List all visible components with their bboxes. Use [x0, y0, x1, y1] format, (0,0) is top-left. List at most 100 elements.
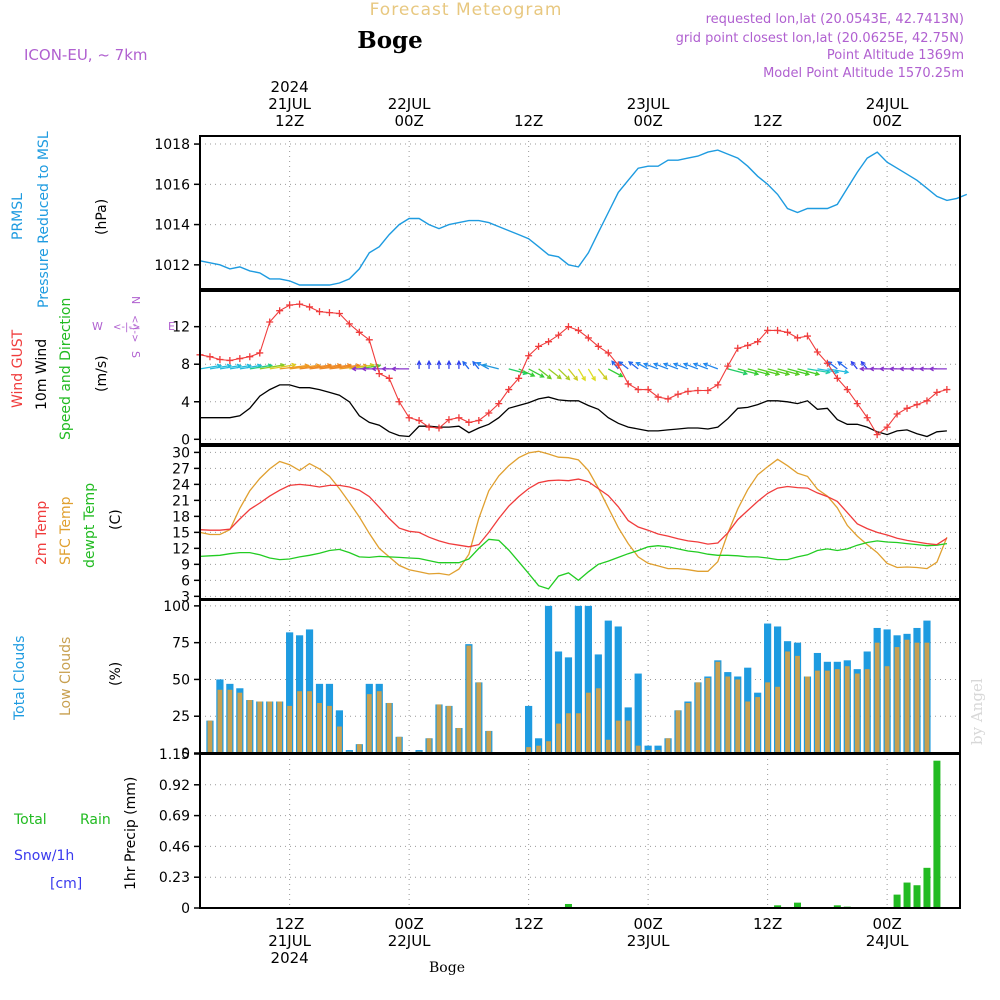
- wind-arrow: [229, 364, 251, 370]
- gust-marker: [405, 414, 413, 422]
- low-cloud-bar: [297, 691, 302, 753]
- pressure-panel: 1012 1014 1016 1018 PRMSL Pressure Reduced …: [10, 131, 968, 308]
- gust-marker: [574, 326, 582, 334]
- rain-bar: [794, 902, 801, 908]
- wind-arrow: [636, 362, 649, 370]
- wind-arrow: [199, 364, 221, 370]
- gust-marker: [335, 310, 343, 318]
- gust-marker: [505, 386, 513, 394]
- compass-s: S: [129, 351, 142, 358]
- wind-arrow: [787, 368, 810, 376]
- low-cloud-bar: [456, 727, 462, 753]
- wind-arrow: [279, 364, 309, 370]
- total-cloud-bar: [415, 750, 423, 753]
- low-cloud-bar: [864, 669, 870, 753]
- wind-arrow-head: [581, 376, 586, 382]
- low-clouds-label: Low Clouds: [58, 637, 74, 716]
- gust-marker: [296, 300, 304, 308]
- y-tick-label: 100: [163, 599, 190, 615]
- gust-marker: [903, 404, 911, 412]
- top-tick-label: 22JUL: [388, 95, 431, 113]
- low-cloud-bar: [566, 713, 571, 753]
- wind-arrow-head: [682, 362, 689, 368]
- low-cloud-bar: [436, 704, 442, 753]
- total-cloud-bar: [554, 651, 563, 753]
- wind-arrow: [548, 368, 562, 380]
- wind-arrow-head: [774, 371, 781, 377]
- y-tick-label: 12: [172, 320, 190, 336]
- gust-marker: [365, 336, 373, 344]
- bottom-tick-label: 12Z: [753, 915, 782, 933]
- gust-marker: [724, 362, 732, 370]
- wind-arrow-head: [662, 362, 669, 368]
- low-cloud-bar: [815, 670, 820, 753]
- gust-marker: [714, 381, 722, 389]
- low-cloud-bar: [585, 692, 591, 753]
- gust-marker: [634, 386, 642, 394]
- grid-point-coords: grid point closest lon,lat (20.0625E, 42…: [676, 31, 964, 46]
- temp-unit-label: (C): [108, 509, 124, 530]
- clouds-unit-label: (%): [108, 662, 124, 686]
- wind-arrow-head: [844, 369, 850, 375]
- low-cloud-bar: [237, 692, 243, 753]
- precip-bars: [564, 760, 941, 908]
- low-cloud-bar: [725, 676, 731, 753]
- wind-arrow-head: [602, 375, 608, 381]
- rain-bar: [913, 885, 921, 908]
- wind-arrow-head: [898, 366, 905, 372]
- wind-arrow-head: [742, 370, 749, 376]
- bottom-tick-label: 2024: [271, 949, 309, 967]
- wind-arrow-head: [888, 366, 895, 372]
- low-cloud-bar: [227, 689, 233, 753]
- wind-arrow-head: [462, 360, 468, 366]
- y-tick-label: 6: [181, 573, 190, 589]
- gust-marker: [614, 361, 622, 369]
- wind-arrow-head: [642, 362, 649, 368]
- wind-arrow-head: [804, 371, 811, 377]
- gust-marker: [276, 307, 284, 315]
- y-tick-label: 9: [181, 557, 190, 573]
- sfc-temp-line: [199, 450, 948, 576]
- low-cloud-bar: [466, 645, 472, 753]
- wind-arrow-head: [436, 359, 442, 366]
- total-cloud-bar: [286, 632, 294, 753]
- rain-bar: [564, 903, 572, 908]
- top-tick-label: 2024: [271, 78, 309, 96]
- wind-arrow: [309, 364, 341, 370]
- wind-arrow-head: [426, 359, 432, 366]
- wind-arrow-head: [530, 372, 536, 377]
- top-tick-label: 00Z: [394, 112, 423, 130]
- low-cloud-bar: [386, 702, 392, 753]
- wind-arrow-head: [753, 370, 760, 376]
- gust-marker: [943, 386, 951, 394]
- clouds-y-ticks: 0 25 50 75 100: [163, 599, 200, 762]
- footer-location: Boge: [429, 960, 465, 976]
- gust-marker: [345, 320, 353, 328]
- pressure-line: [199, 149, 968, 286]
- top-tick-label: 00Z: [872, 112, 901, 130]
- wind-arrow-head: [837, 361, 843, 366]
- wind-arrow: [472, 361, 480, 370]
- wind-arrow: [703, 363, 719, 370]
- gust-marker: [385, 374, 393, 382]
- bottom-tick-label: 00Z: [872, 915, 901, 933]
- total-cloud-bar: [604, 620, 612, 753]
- wind-dir-label: Speed and Direction: [58, 298, 74, 440]
- low-cloud-bar: [536, 745, 541, 753]
- wind-arrow: [673, 363, 689, 370]
- wind-arrow: [683, 363, 699, 370]
- wind-arrow: [319, 364, 351, 370]
- low-cloud-bar: [257, 701, 263, 753]
- pressure-frame: [199, 135, 961, 290]
- t2m-label: 2m Temp: [34, 501, 50, 565]
- y-tick-label: 15: [172, 525, 190, 541]
- low-cloud-bar: [695, 682, 701, 753]
- wind-arrow: [607, 368, 623, 378]
- y-tick-label: 18: [172, 509, 190, 525]
- gust-marker: [525, 352, 533, 360]
- pressure-series: [199, 149, 968, 286]
- wind-arrow-head: [692, 362, 699, 368]
- low-cloud-bar: [366, 694, 372, 753]
- wind-arrow: [567, 368, 578, 381]
- low-cloud-bar: [376, 691, 382, 753]
